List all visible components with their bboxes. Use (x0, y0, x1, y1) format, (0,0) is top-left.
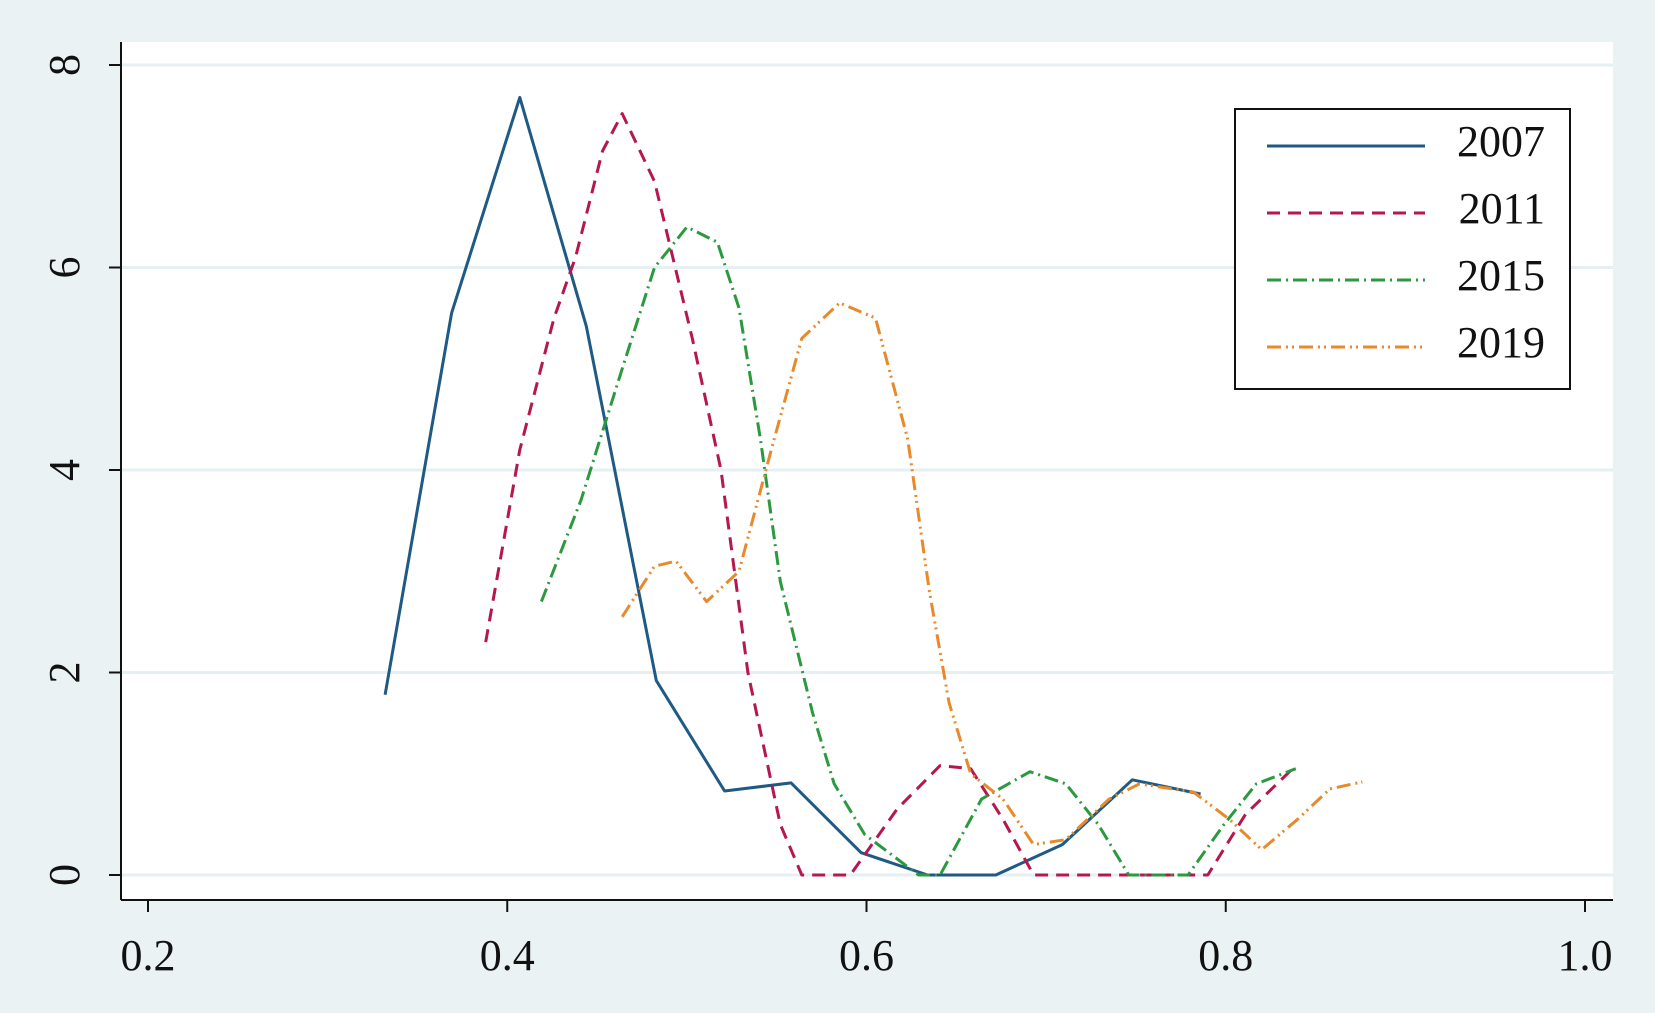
legend-box (1234, 108, 1571, 390)
y-tick-label: 2 (40, 662, 89, 684)
y-tick-label: 6 (40, 257, 89, 279)
legend-label: 2007 (1457, 117, 1545, 166)
series-line (620, 301, 1363, 852)
x-tick-label: 0.4 (480, 931, 535, 980)
legend-label: 2015 (1457, 251, 1545, 300)
series-line (540, 225, 1297, 877)
x-tick-label: 0.2 (121, 931, 176, 980)
x-tick-label: 0.8 (1198, 931, 1253, 980)
series-line (484, 112, 1297, 877)
legend-label: 2011 (1459, 184, 1545, 233)
x-tick-label: 0.6 (839, 931, 894, 980)
y-tick-label: 8 (40, 54, 89, 76)
legend-label: 2019 (1457, 318, 1545, 367)
x-tick-label: 1.0 (1558, 931, 1613, 980)
y-tick-label: 4 (40, 459, 89, 481)
y-tick-label: 0 (40, 864, 89, 886)
series-line (383, 95, 1201, 877)
